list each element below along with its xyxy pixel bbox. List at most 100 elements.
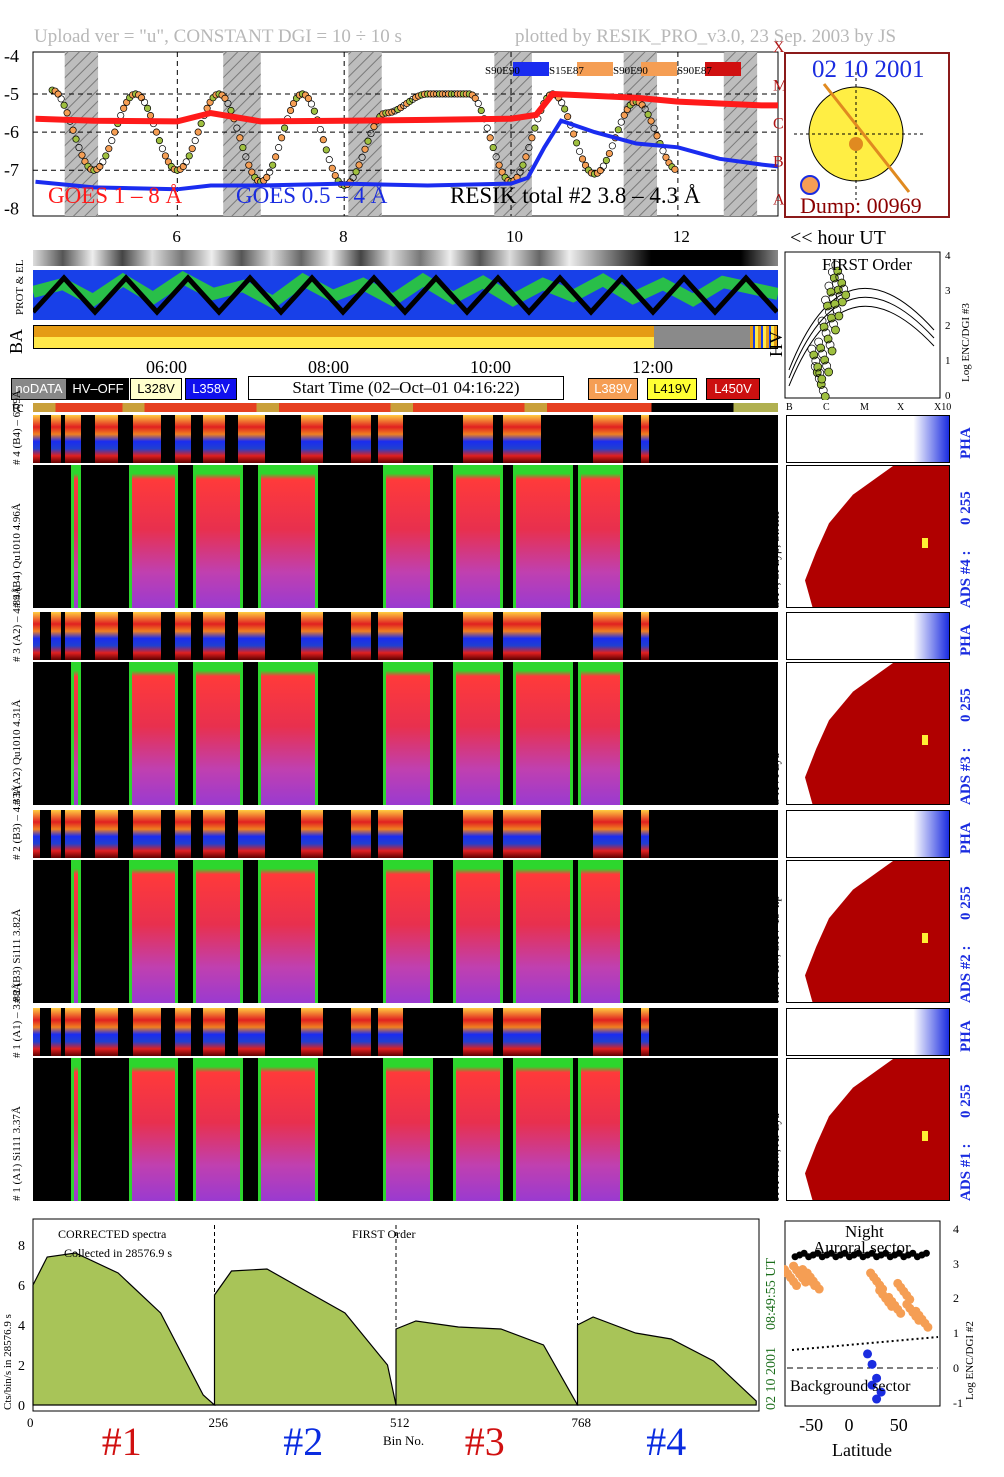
ads-channel-label: # 1 (A1) Si111 3.37Å xyxy=(11,1106,23,1201)
resik-point xyxy=(516,168,524,176)
first-order-point xyxy=(827,346,837,356)
ads-histogram xyxy=(786,1058,950,1201)
resik-point xyxy=(155,137,164,145)
resik-point xyxy=(158,145,166,153)
ads-right-label: ADS #3 : xyxy=(958,747,974,805)
section-label: #2 xyxy=(283,1419,324,1464)
resik-point xyxy=(358,153,366,161)
pha-strip-off xyxy=(653,612,778,660)
goes-legend-label: S15E87 xyxy=(549,65,584,77)
pha-channel-label: # 4 (B4) – 6.09Å xyxy=(11,390,23,465)
latitude-point xyxy=(876,1387,886,1397)
ads-histogram xyxy=(786,860,950,1003)
resik-point xyxy=(561,105,569,113)
spectrum-x-tick: 512 xyxy=(390,1415,410,1430)
resik-point xyxy=(662,153,670,161)
resik-point xyxy=(188,145,196,153)
latitude-point xyxy=(792,1281,802,1291)
resik-point xyxy=(576,147,584,155)
ads-range-label: 0 255 xyxy=(958,1084,974,1118)
resik-point xyxy=(60,101,68,109)
latitude-bottom: Background sector xyxy=(790,1378,911,1395)
resik-point xyxy=(486,134,494,142)
time-tick: 06:00 xyxy=(146,357,188,377)
ads-right-label: ADS #4 : xyxy=(958,550,974,608)
resik-point xyxy=(263,173,271,181)
resik-point xyxy=(304,94,312,103)
resik-point xyxy=(617,118,625,126)
resik-point xyxy=(322,146,330,154)
first-order-point xyxy=(834,311,844,321)
sun-date: 02 10 2001 xyxy=(812,56,925,83)
goes-legend-label: S90E90 xyxy=(485,65,520,77)
resik-point xyxy=(331,171,339,180)
latitude-y-tick: 2 xyxy=(953,1291,959,1306)
latitude-point xyxy=(814,1284,824,1294)
spectrum-area xyxy=(576,1316,757,1406)
latitude-y-tick: 0 xyxy=(953,1360,959,1375)
resik-point xyxy=(146,111,155,120)
resik-point xyxy=(650,124,658,132)
goes-long-curve xyxy=(35,90,778,125)
goes-grid xyxy=(33,52,778,216)
pha-strip xyxy=(33,612,741,660)
pha-right-label: PHA xyxy=(958,822,974,854)
resik-point xyxy=(111,128,119,136)
goes-y-ticks: -4 -5 -6 -7 -8 xyxy=(4,46,19,219)
spectrum-y-tick: 0 xyxy=(18,1399,25,1414)
latitude-point xyxy=(863,1349,873,1359)
resik-point xyxy=(608,142,616,150)
goes-class-label: M xyxy=(773,77,787,94)
resik-point xyxy=(233,124,241,132)
tc-label: tc xyxy=(12,399,24,416)
spectrum-ylabel: Cts/bin/s in 28576.9 s xyxy=(2,1314,14,1410)
label-resik-total: RESIK total #2 3.8 – 4.3 Å xyxy=(450,183,701,208)
resik-point xyxy=(531,124,539,132)
first-order-ylabel: Log ENC/DGI #3 xyxy=(960,303,972,382)
spectrum-time: 08:49:55 UT xyxy=(764,1258,779,1330)
resik-point xyxy=(570,130,578,138)
first-order-point xyxy=(817,374,827,384)
resik-points xyxy=(48,86,679,190)
resik-point xyxy=(272,153,280,161)
resik-point xyxy=(236,134,244,142)
latitude-sub: Auroral sector xyxy=(813,1238,911,1257)
first-order-point xyxy=(824,367,833,377)
goes-class-label: A xyxy=(773,192,785,209)
resik-point xyxy=(191,137,199,145)
label-goes-short: GOES 0.5 – 4 Å xyxy=(236,183,388,208)
first-order-x-tick: B xyxy=(786,402,793,413)
resik-point xyxy=(620,111,628,119)
satellite-track xyxy=(822,83,911,193)
spectral-line-label: SXV, Si Lyβ, SiXIII xyxy=(768,511,782,608)
legend-hv–off: HV–OFF xyxy=(67,378,129,400)
ads-range-label: 0 255 xyxy=(958,886,974,920)
latitude-point xyxy=(923,1322,933,1332)
resik-point xyxy=(492,153,500,161)
latitude-y-tick: 3 xyxy=(953,1256,959,1271)
latitude-point xyxy=(872,1373,882,1383)
spectrum-y-tick: 4 xyxy=(18,1319,25,1334)
pha-strip xyxy=(33,810,741,858)
legend-l450v: L450V xyxy=(706,378,760,400)
resik-point xyxy=(564,113,572,121)
latitude-x-tick: 50 xyxy=(889,1415,908,1435)
prot-el-label: PROT & EL xyxy=(14,259,26,315)
spectrum-collected: Collected in 28576.9 s xyxy=(64,1246,172,1260)
resik-point xyxy=(278,134,286,142)
first-order-x-tick: M xyxy=(860,402,869,413)
latitude-y-tick: 1 xyxy=(953,1326,959,1341)
resik-point xyxy=(328,164,336,172)
goes-y-tick: -5 xyxy=(4,84,19,104)
first-order-point xyxy=(831,325,840,335)
ads-right-label: ADS #1 : xyxy=(958,1143,974,1201)
first-order-panel xyxy=(784,251,941,400)
first-order-y-tick: 3 xyxy=(945,285,951,297)
first-order-y-tick: 4 xyxy=(945,250,951,262)
hour-tick: 6 xyxy=(172,227,181,246)
ads-strip xyxy=(33,662,653,805)
pha-histogram xyxy=(786,1008,950,1056)
resik-point xyxy=(152,128,161,136)
resik-point xyxy=(614,126,622,134)
eclipse-band xyxy=(623,52,658,216)
